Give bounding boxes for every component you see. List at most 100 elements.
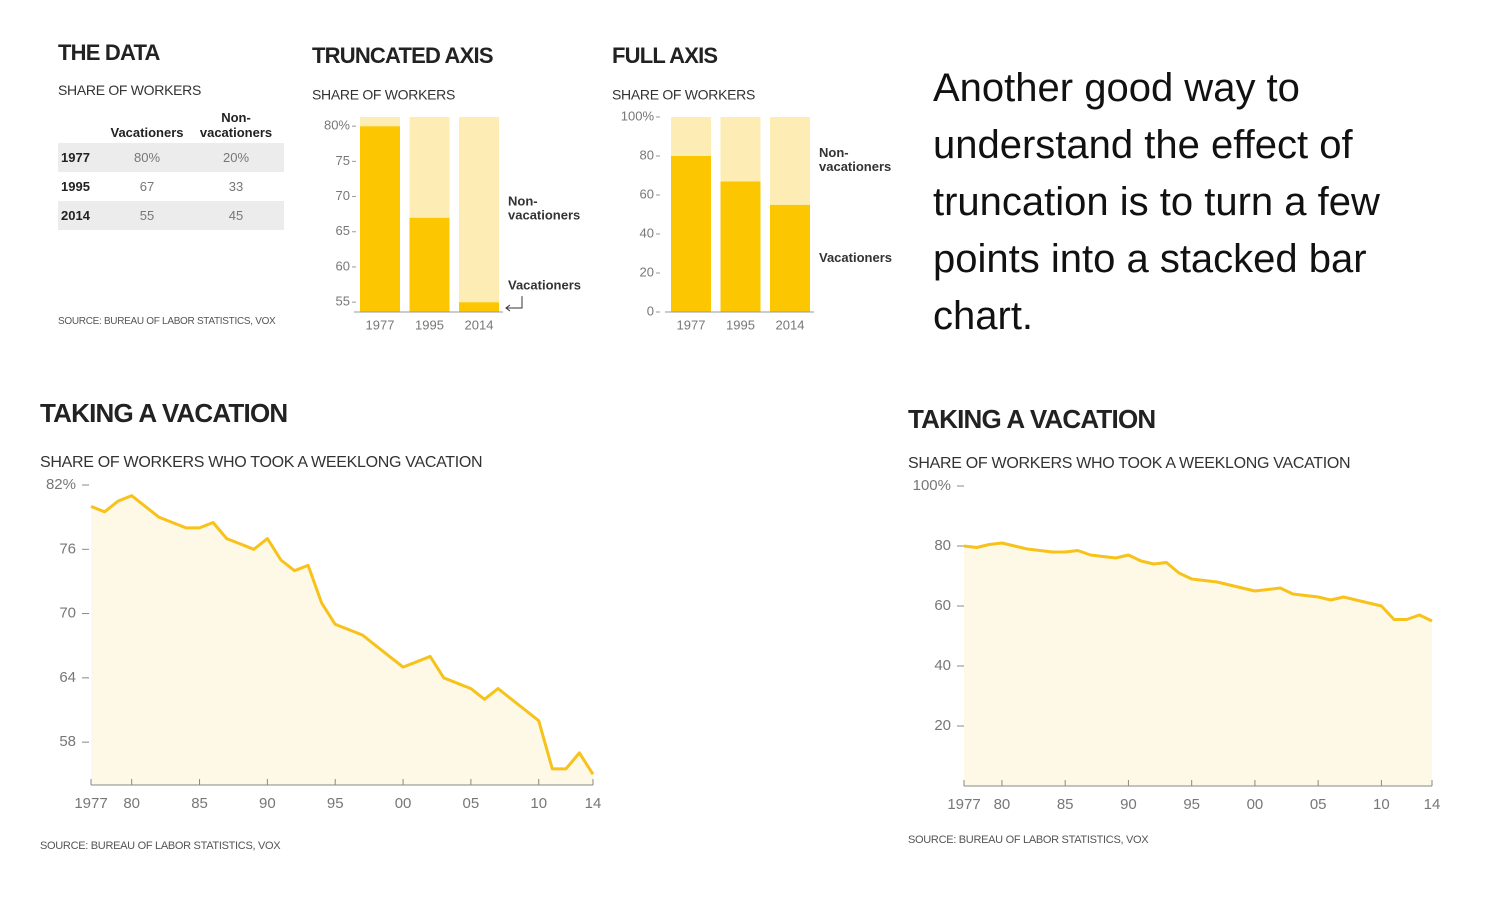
pointer-arrow — [505, 296, 523, 312]
x-tick-label: 05 — [1310, 796, 1327, 813]
area-fill — [964, 543, 1432, 786]
y-tick-label: 20 — [640, 264, 654, 279]
column-header: Non-vacationers — [199, 110, 273, 140]
table-cell: 80% — [133, 150, 161, 165]
y-tick-label: 40 — [934, 657, 951, 674]
x-tick-label: 85 — [191, 795, 208, 812]
y-tick-label: 70 — [59, 605, 76, 622]
bar-segment — [360, 126, 400, 312]
chart-source: SOURCE: BUREAU OF LABOR STATISTICS, VOX — [40, 840, 281, 852]
chart-subtitle: SHARE OF WORKERS — [312, 87, 455, 103]
x-tick-label: 95 — [327, 795, 344, 812]
x-tick-label: 14 — [1424, 796, 1441, 813]
table-cell: 45 — [228, 208, 244, 223]
table-cell: 2014 — [61, 208, 90, 223]
table-title: THE DATA — [58, 40, 160, 65]
x-tick-label: 95 — [1183, 796, 1200, 813]
y-tick-label: 60 — [336, 258, 350, 273]
caption: Another good way to understand the effec… — [933, 66, 1380, 338]
bar-segment — [671, 156, 711, 312]
line — [963, 541, 1433, 623]
x-tick-label: 80 — [123, 795, 140, 812]
y-tick-label: 55 — [336, 294, 350, 309]
table-row: 1995 67 33 — [58, 172, 284, 201]
y-tick-label: 100% — [913, 477, 951, 494]
x-tick-label: 1995 — [726, 317, 755, 332]
x-tick-label: 1977 — [947, 796, 980, 813]
table-cell: 20% — [222, 150, 250, 165]
x-tick-label: 2014 — [465, 317, 494, 332]
y-tick-label: 60 — [934, 597, 951, 614]
y-tick-label: 80% — [324, 118, 350, 133]
chart-title: TAKING A VACATION — [40, 398, 287, 428]
x-tick-label: 14 — [585, 795, 602, 812]
table-header: Vacationers Non-vacationers — [58, 106, 284, 143]
y-tick-label: 64 — [59, 669, 76, 686]
bars — [360, 117, 499, 312]
table-cell: 1995 — [61, 179, 90, 194]
x-tick-label: 1977 — [366, 317, 395, 332]
y-tick-label: 76 — [59, 540, 76, 557]
bar-segment — [409, 217, 450, 312]
chart-subtitle: SHARE OF WORKERS WHO TOOK A WEEKLONG VAC… — [40, 454, 482, 471]
chart-title: TAKING A VACATION — [908, 404, 1155, 434]
bars — [671, 117, 810, 312]
table-cell: 33 — [228, 179, 244, 194]
y-tick-label: 80 — [640, 147, 654, 162]
y-tick-label: 58 — [59, 733, 76, 750]
line — [90, 494, 595, 776]
column-header: Vacationers — [110, 125, 184, 140]
y-tick-label: 65 — [336, 223, 350, 238]
bar-segment — [720, 181, 761, 312]
table-cell: 55 — [139, 208, 155, 223]
table-cell: 67 — [139, 179, 155, 194]
table-row: 2014 55 45 — [58, 201, 284, 230]
y-tick-label: 20 — [934, 717, 951, 734]
y-tick-label: 100% — [621, 108, 655, 123]
x-tick-label: 1977 — [74, 795, 107, 812]
x-tick-label: 90 — [1120, 796, 1137, 813]
bar-segment — [770, 117, 810, 205]
x-tick-label: 10 — [530, 795, 547, 812]
y-tick-label: 75 — [336, 153, 350, 168]
chart-subtitle: SHARE OF WORKERS WHO TOOK A WEEKLONG VAC… — [908, 455, 1350, 472]
line-chart: TAKING A VACATION SHARE OF WORKERS WHO TO… — [908, 404, 1440, 846]
y-tick-label: 0 — [647, 303, 654, 318]
x-tick-label: 00 — [395, 795, 412, 812]
series-label: Vacationers — [819, 250, 892, 265]
x-tick-label: 05 — [463, 795, 480, 812]
x-tick-label: 80 — [994, 796, 1011, 813]
line-chart: TAKING A VACATION SHARE OF WORKERS WHO TO… — [40, 398, 601, 852]
bar-segment — [459, 117, 499, 303]
bar-segment — [459, 302, 499, 312]
series-label: Non-vacationers — [508, 194, 580, 223]
chart-source: SOURCE: BUREAU OF LABOR STATISTICS, VOX — [908, 834, 1149, 846]
bar-chart: TRUNCATED AXIS SHARE OF WORKERS 80% 75 70 65 6… — [312, 43, 581, 333]
y-tick-label: 82% — [46, 476, 76, 493]
y-tick-label: 80 — [934, 537, 951, 554]
data-table: THE DATA SHARE OF WORKERS Vacationers No… — [58, 40, 284, 327]
chart-subtitle: SHARE OF WORKERS — [612, 87, 755, 103]
bar-chart: FULL AXIS SHARE OF WORKERS 100% 80 60 40 20 0 19… — [612, 43, 892, 333]
table-source: SOURCE: BUREAU OF LABOR STATISTICS, VOX — [58, 316, 276, 327]
table-subtitle: SHARE OF WORKERS — [58, 82, 201, 98]
chart-title: FULL AXIS — [612, 43, 717, 68]
x-tick-label: 2014 — [776, 317, 805, 332]
bar-segment — [409, 117, 450, 218]
x-tick-label: 00 — [1247, 796, 1264, 813]
x-tick-label: 1977 — [677, 317, 706, 332]
bar-segment — [360, 117, 400, 127]
table-row: 1977 80% 20% — [58, 143, 284, 172]
area-fill — [91, 495, 593, 785]
bar-segment — [671, 117, 711, 156]
y-tick-label: 60 — [640, 186, 654, 201]
y-tick-label: 70 — [336, 188, 350, 203]
x-tick-label: 85 — [1057, 796, 1074, 813]
x-tick-label: 1995 — [415, 317, 444, 332]
chart-title: TRUNCATED AXIS — [312, 43, 493, 68]
table-cell: 1977 — [61, 150, 90, 165]
x-tick-label: 90 — [259, 795, 276, 812]
series-label: Non-vacationers — [819, 145, 891, 174]
